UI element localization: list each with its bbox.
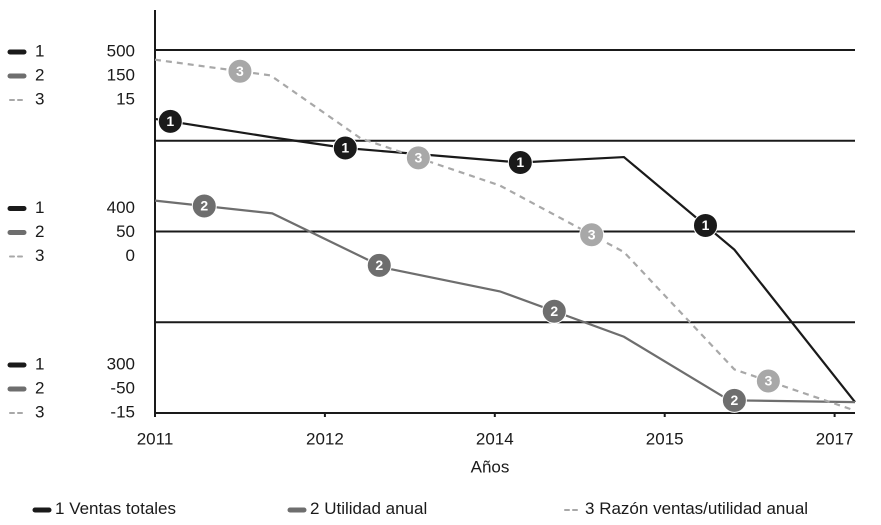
- y-tick-label: 50: [116, 222, 135, 241]
- line-series: [154, 117, 856, 403]
- marker-label: 2: [550, 303, 558, 319]
- marker-label: 2: [200, 198, 208, 214]
- y-tick-series-label: 3: [35, 402, 44, 421]
- marker-circle: [507, 150, 533, 176]
- y-tick-label: 500: [107, 41, 135, 60]
- legend-number: 2: [310, 499, 319, 518]
- legend-label: 2 Utilidad anual: [310, 499, 427, 518]
- y-tick-label: 300: [107, 354, 135, 373]
- x-tick-label: 2012: [306, 429, 344, 448]
- y-tick-series-label: 3: [35, 89, 44, 108]
- marker-label: 2: [375, 257, 383, 273]
- x-tick-label: 2015: [646, 429, 684, 448]
- x-axis-label: Años: [471, 457, 510, 476]
- marker-label: 1: [166, 113, 174, 129]
- x-tick-label: 2017: [816, 429, 854, 448]
- series-marker: 1: [157, 108, 183, 134]
- y-tick-label: 15: [116, 89, 135, 108]
- legend-name: Razón ventas/utilidad anual: [599, 499, 808, 518]
- x-tick-label: 2011: [137, 429, 174, 448]
- y-tick-series-label: 2: [35, 378, 44, 397]
- marker-circle: [191, 193, 217, 219]
- marker-circle: [755, 368, 781, 394]
- series-marker: 2: [366, 252, 392, 278]
- series-marker: 3: [755, 368, 781, 394]
- series-marker: 1: [332, 135, 358, 161]
- series-marker: 2: [721, 387, 747, 413]
- marker-circle: [157, 108, 183, 134]
- legend-label: 1 Ventas totales: [55, 499, 176, 518]
- marker-circle: [692, 212, 718, 238]
- series-marker: 1: [507, 150, 533, 176]
- y-tick-label: 0: [126, 246, 135, 265]
- marker-circle: [541, 298, 567, 324]
- marker-label: 3: [764, 373, 772, 389]
- marker-circle: [405, 145, 431, 171]
- series-marker: 3: [227, 58, 253, 84]
- series-marker: 2: [191, 193, 217, 219]
- legend-name: Utilidad anual: [324, 499, 427, 518]
- legend-number: 3: [585, 499, 594, 518]
- y-tick-label: -50: [110, 378, 135, 397]
- marker-circle: [721, 387, 747, 413]
- legend-label: 3 Razón ventas/utilidad anual: [585, 499, 808, 518]
- marker-label: 1: [702, 217, 710, 233]
- marker-label: 1: [516, 154, 524, 170]
- legend-number: 1: [55, 499, 64, 518]
- y-tick-series-label: 2: [35, 222, 44, 241]
- y-tick-series-label: 1: [35, 41, 44, 60]
- y-tick-label: 400: [107, 198, 135, 217]
- legend-name: Ventas totales: [69, 499, 176, 518]
- line-series: [154, 58, 856, 412]
- series-marker: 1: [692, 212, 718, 238]
- x-tick-label: 2014: [476, 429, 514, 448]
- marker-label: 3: [414, 150, 422, 166]
- y-tick-series-label: 2: [35, 65, 44, 84]
- series-marker: 3: [579, 222, 605, 248]
- marker-circle: [366, 252, 392, 278]
- y-tick-label: 150: [107, 65, 135, 84]
- marker-label: 2: [730, 392, 738, 408]
- series-marker: 3: [405, 145, 431, 171]
- marker-label: 1: [341, 140, 349, 156]
- marker-label: 3: [588, 226, 596, 242]
- marker-label: 3: [236, 63, 244, 79]
- y-tick-label: -15: [110, 402, 135, 421]
- y-tick-series-label: 3: [35, 246, 44, 265]
- series-marker: 2: [541, 298, 567, 324]
- marker-circle: [332, 135, 358, 161]
- y-tick-series-label: 1: [35, 354, 44, 373]
- marker-circle: [227, 58, 253, 84]
- y-tick-series-label: 1: [35, 198, 44, 217]
- marker-circle: [579, 222, 605, 248]
